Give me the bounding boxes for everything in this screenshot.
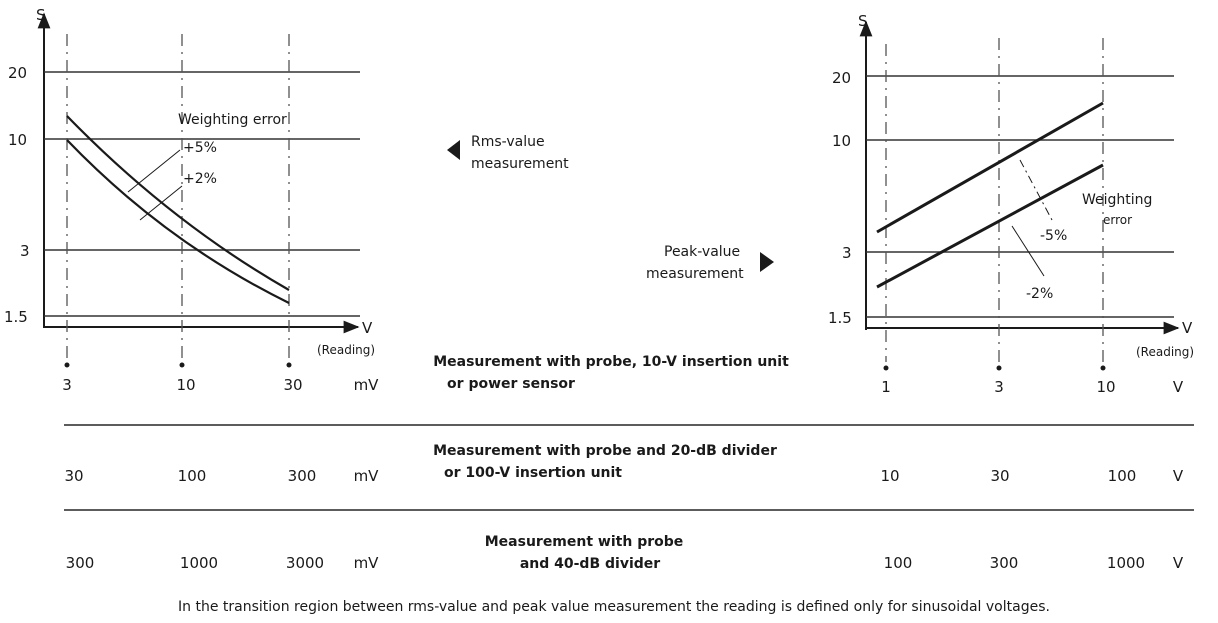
row2-right-v1: 10 <box>880 467 899 485</box>
peak-label-line1: Peak-value <box>664 244 740 260</box>
left-ytick-10: 10 <box>8 131 27 149</box>
row2-left-v1: 30 <box>64 467 83 485</box>
left-y-axis-label: S <box>36 6 46 24</box>
peak-label-line2: measurement <box>646 266 744 282</box>
row2-left-unit: mV <box>354 467 380 485</box>
rms-label-line2: measurement <box>471 156 569 172</box>
right-curve-title-1: Weighting <box>1082 192 1152 208</box>
row3-right-v3: 1000 <box>1107 554 1145 572</box>
left-leader-plus2 <box>139 185 183 221</box>
right-line-minus5 <box>876 101 1104 234</box>
row2-left-v2: 100 <box>178 467 207 485</box>
left-ytick-20: 20 <box>8 64 27 82</box>
right-x-axis-sublabel: (Reading) <box>1136 345 1194 359</box>
row1-desc-line2: or power sensor <box>447 376 575 392</box>
row1-right-unit: V <box>1173 378 1184 396</box>
row2-right-v2: 30 <box>990 467 1009 485</box>
left-x-axis-sublabel: (Reading) <box>317 343 375 357</box>
right-arrow-icon <box>760 252 774 272</box>
right-curve-title-2: error <box>1103 213 1132 227</box>
row1-left-v3: 30 <box>283 376 302 394</box>
row1-left-v1: 3 <box>62 376 72 394</box>
right-dot-1 <box>883 365 889 371</box>
row3-left-v3: 3000 <box>286 554 324 572</box>
row1-left-v2: 10 <box>176 376 195 394</box>
left-ytick-3: 3 <box>20 242 30 260</box>
left-curve-plus2 <box>66 139 290 304</box>
right-ytick-20: 20 <box>832 69 851 87</box>
row1-desc-line1: Measurement with probe, 10-V insertion u… <box>433 354 789 370</box>
row3-left-unit: mV <box>354 554 380 572</box>
row3-desc-line1: Measurement with probe <box>485 534 684 550</box>
right-ytick-1.5: 1.5 <box>828 309 852 327</box>
right-dot-10 <box>1100 365 1106 371</box>
footnote: In the transition region between rms-val… <box>178 599 1050 615</box>
row2-left-v3: 300 <box>288 467 317 485</box>
left-curve-title: Weighting error <box>178 112 287 128</box>
peak-annotation: Peak-value measurement <box>646 244 774 282</box>
row3-right-v1: 100 <box>884 554 913 572</box>
row3-right-unit: V <box>1173 554 1184 572</box>
row3-right-v2: 300 <box>990 554 1019 572</box>
right-curve-label-minus5: -5% <box>1040 228 1067 244</box>
row1-right-v2: 3 <box>994 378 1004 396</box>
range-row-1: 3 10 30 mV Measurement with probe, 10-V … <box>62 354 1184 396</box>
right-leader-minus5 <box>1019 159 1053 221</box>
right-line-minus2 <box>876 163 1104 289</box>
left-leader-plus5 <box>127 149 181 193</box>
left-arrow-icon <box>447 140 460 160</box>
right-ytick-3: 3 <box>842 244 852 262</box>
left-dot-30 <box>286 362 292 368</box>
left-chart: S V (Reading) 20 10 3 1.5 Weighting erro… <box>4 6 375 368</box>
right-ytick-10: 10 <box>832 132 851 150</box>
row2-desc-line2: or 100-V insertion unit <box>444 465 622 481</box>
right-leader-minus2 <box>1011 225 1045 277</box>
right-chart: S V (Reading) 20 10 3 1.5 Weighting erro… <box>828 12 1194 371</box>
row1-left-unit: mV <box>354 376 380 394</box>
left-dot-3 <box>64 362 70 368</box>
range-row-2: 30 100 300 mV Measurement with probe and… <box>64 443 1183 485</box>
row3-left-v2: 1000 <box>180 554 218 572</box>
left-curve-label-plus5: +5% <box>183 140 217 156</box>
row3-left-v1: 300 <box>66 554 95 572</box>
row2-right-v3: 100 <box>1108 467 1137 485</box>
row3-desc-line2: and 40-dB divider <box>520 556 660 572</box>
left-x-axis-label: V <box>362 319 373 337</box>
row1-right-v1: 1 <box>881 378 891 396</box>
left-curve-label-plus2: +2% <box>183 171 217 187</box>
row2-desc-line1: Measurement with probe and 20-dB divider <box>433 443 777 459</box>
left-curve-plus5 <box>66 115 290 291</box>
rms-annotation: Rms-value measurement <box>447 134 569 172</box>
rms-label-line1: Rms-value <box>471 134 545 150</box>
left-dot-10 <box>179 362 185 368</box>
right-x-axis-label: V <box>1182 319 1193 337</box>
left-ytick-1.5: 1.5 <box>4 308 28 326</box>
right-dot-3 <box>996 365 1002 371</box>
row2-right-unit: V <box>1173 467 1184 485</box>
right-y-axis-label: S <box>858 12 868 30</box>
row1-right-v3: 10 <box>1096 378 1115 396</box>
right-curve-label-minus2: -2% <box>1026 286 1053 302</box>
range-row-3: 300 1000 3000 mV Measurement with probe … <box>66 534 1184 572</box>
